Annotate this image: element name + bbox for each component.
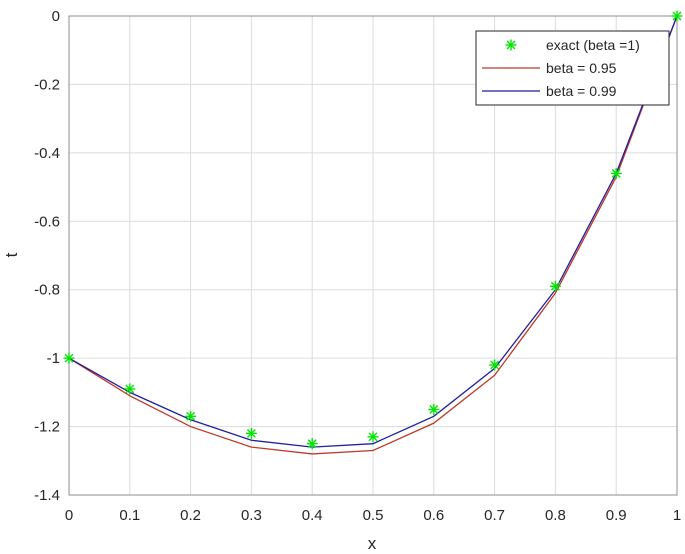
y-tick-label: 0 — [52, 8, 60, 25]
tick-labels: 0 0.1 0.2 0.3 0.4 0.5 0.6 0.7 0.8 0.9 1 0 -0.2 -0.4 -0… — [34, 8, 681, 524]
marker-stroke — [307, 439, 317, 449]
data-point-marker — [185, 410, 197, 422]
series-line-2 — [68, 15, 678, 448]
x-tick-label: 0 — [65, 507, 73, 524]
marker-stroke — [368, 432, 378, 442]
legend-label: exact (beta =1) — [546, 37, 640, 53]
y-tick-label: -1 — [47, 350, 60, 367]
data-point-marker — [671, 10, 683, 22]
data-point-marker — [489, 359, 501, 371]
marker-stroke — [550, 281, 560, 291]
x-tick-label: 0.2 — [180, 507, 201, 524]
data-point-marker — [428, 403, 440, 415]
marker-stroke — [125, 384, 135, 394]
x-tick-label: 0.3 — [241, 507, 262, 524]
marker-stroke — [429, 405, 439, 414]
series-layer — [63, 10, 683, 455]
series-line-1 — [68, 15, 678, 455]
marker-stroke — [611, 168, 621, 178]
y-tick-label: -1.2 — [34, 419, 60, 436]
y-tick-label: -0.4 — [34, 145, 60, 162]
data-point-marker — [549, 280, 561, 292]
y-tick-label: -1.4 — [34, 487, 60, 504]
y-axis-label: t — [2, 252, 21, 257]
data-point-marker — [367, 431, 379, 443]
x-tick-label: 0.9 — [606, 507, 627, 524]
data-point-marker — [63, 352, 75, 364]
legend-label: beta = 0.95 — [546, 60, 617, 76]
marker-stroke — [64, 353, 74, 363]
plot-frame — [68, 15, 678, 496]
x-tick-label: 1 — [673, 507, 681, 524]
y-tick-label: -0.8 — [34, 282, 60, 299]
x-tick-label: 0.5 — [363, 507, 384, 524]
marker-stroke — [490, 360, 500, 370]
data-point-marker — [245, 427, 257, 439]
legend: exact (beta =1) beta = 0.95 beta = 0.99 — [475, 30, 670, 106]
y-tick-label: -0.2 — [34, 76, 60, 93]
x-tick-label: 0.7 — [484, 507, 505, 524]
marker-stroke — [186, 411, 196, 421]
data-point-marker — [124, 383, 136, 395]
marker-stroke — [246, 428, 256, 438]
x-tick-label: 0.6 — [423, 507, 444, 524]
marker-stroke — [506, 40, 516, 50]
y-tick-label: -0.6 — [34, 213, 60, 230]
marker-stroke — [672, 11, 682, 21]
x-tick-label: 0.8 — [545, 507, 566, 524]
x-axis-label: x — [368, 534, 377, 553]
data-point-marker — [610, 167, 622, 179]
x-tick-label: 0.1 — [119, 507, 140, 524]
x-tick-label: 0.4 — [302, 507, 323, 524]
data-point-marker — [306, 438, 318, 450]
legend-label: beta = 0.99 — [546, 83, 617, 99]
legend-marker — [505, 39, 517, 51]
